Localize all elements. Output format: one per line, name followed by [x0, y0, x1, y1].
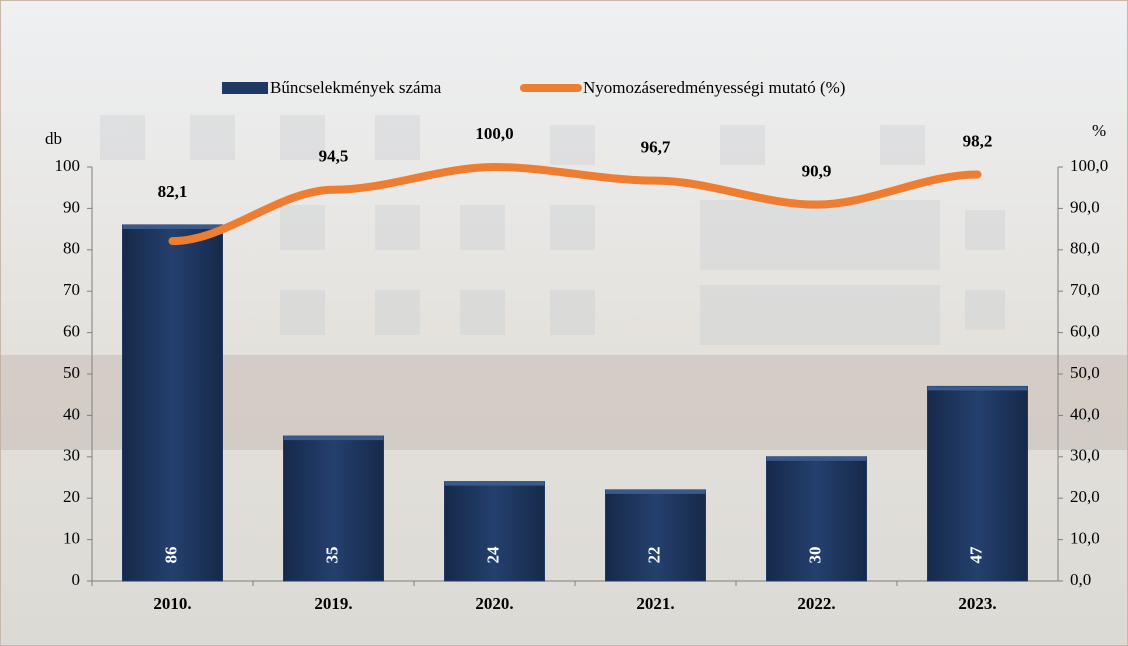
bar: [283, 435, 384, 582]
legend-swatch: [222, 82, 268, 94]
line-value-label: 94,5: [319, 147, 349, 166]
legend-label: Nyomozáseredményességi mutató (%): [583, 78, 845, 97]
y2-axis-label: %: [1092, 121, 1106, 140]
y2-tick-label: 10,0: [1070, 529, 1100, 548]
x-tick-label: 2020.: [475, 594, 513, 613]
line-value-label: 98,2: [963, 131, 993, 150]
bar: [122, 224, 223, 582]
x-tick-label: 2010.: [153, 594, 191, 613]
y-tick-label: 30: [63, 446, 80, 465]
y-tick-label: 60: [63, 322, 80, 341]
bar-top: [283, 436, 384, 441]
y2-tick-label: 50,0: [1070, 363, 1100, 382]
bar: [927, 385, 1028, 582]
bar: [444, 481, 545, 582]
bar-top: [444, 481, 545, 486]
bar-top: [122, 224, 223, 229]
y2-tick-label: 90,0: [1070, 197, 1100, 216]
y2-tick-label: 60,0: [1070, 322, 1100, 341]
y-tick-label: 10: [63, 529, 80, 548]
bar-value-label: 22: [644, 547, 663, 564]
bar: [766, 456, 867, 582]
bar-top: [927, 386, 1028, 391]
line: [168, 162, 982, 246]
line-value-label: 90,9: [802, 162, 832, 181]
y-tick-label: 90: [63, 197, 80, 216]
x-tick-label: 2023.: [958, 594, 996, 613]
bar-value-label: 47: [966, 546, 985, 564]
bar: [605, 489, 706, 582]
y2-tick-label: 40,0: [1070, 404, 1100, 423]
bar-value-label: 86: [161, 547, 180, 564]
y2-tick-label: 20,0: [1070, 487, 1100, 506]
bar-value-label: 35: [322, 547, 341, 564]
x-tick-label: 2019.: [314, 594, 352, 613]
y2-tick-label: 80,0: [1070, 239, 1100, 258]
y-tick-label: 50: [63, 363, 80, 382]
y2-tick-label: 100,0: [1070, 156, 1108, 175]
y-tick-label: 80: [63, 239, 80, 258]
line-value-label: 100,0: [475, 124, 513, 143]
bar-value-label: 30: [805, 547, 824, 564]
y2-tick-label: 70,0: [1070, 280, 1100, 299]
bar-value-label: 24: [483, 546, 502, 564]
y-tick-label: 0: [72, 570, 81, 589]
y2-tick-label: 30,0: [1070, 446, 1100, 465]
y-tick-label: 70: [63, 280, 80, 299]
x-tick-label: 2022.: [797, 594, 835, 613]
bar-top: [766, 456, 867, 461]
y-axis-label: db: [45, 129, 62, 148]
legend-label: Bűncselekmények száma: [270, 78, 442, 97]
line-value-label: 96,7: [641, 138, 671, 157]
y-tick-label: 100: [55, 156, 81, 175]
y-tick-label: 20: [63, 487, 80, 506]
y2-tick-label: 0,0: [1070, 570, 1091, 589]
bar-top: [605, 489, 706, 494]
line-value-label: 82,1: [158, 182, 188, 201]
y-tick-label: 40: [63, 404, 80, 423]
x-tick-label: 2021.: [636, 594, 674, 613]
